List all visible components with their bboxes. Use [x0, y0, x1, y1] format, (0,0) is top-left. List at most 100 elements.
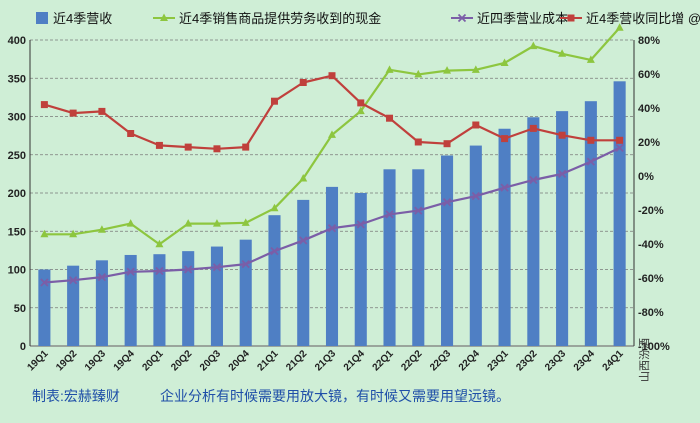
legend-marker-square — [567, 14, 575, 22]
yoy-growth-point — [357, 99, 365, 107]
y-right-tick-label: -100% — [638, 341, 670, 353]
revenue-bar — [325, 186, 339, 346]
yoy-growth-point — [587, 136, 595, 144]
revenue-bar — [297, 199, 310, 346]
operating-cost-point — [586, 157, 595, 166]
footer: 制表:宏赫臻财 企业分析有时候需要用放大镜，有时候又需要用望远镜。 山西汾酒 — [32, 338, 651, 404]
legend-label: 近4季营收 — [53, 11, 112, 26]
cash-received-point — [385, 65, 394, 73]
yoy-growth-point — [155, 141, 163, 149]
y-left-tick-label: 350 — [8, 73, 26, 85]
operating-cost-point — [442, 198, 452, 207]
x-tick-label: 21Q3 — [313, 348, 338, 373]
yoy-growth-point — [472, 121, 480, 129]
legend-label: 近4季营收同比增 @ 右轴 — [586, 11, 700, 26]
cash-received-point — [500, 58, 509, 66]
y-right-tick-label: 60% — [638, 69, 660, 81]
revenue-bar — [268, 215, 281, 346]
operating-cost-point — [126, 267, 135, 276]
line-series — [40, 23, 624, 287]
x-tick-label: 23Q4 — [572, 348, 597, 373]
x-tick-label: 21Q4 — [342, 348, 367, 373]
y-axis-left: 0 50 100 150 200 250 300 350 400 — [8, 35, 26, 353]
operating-cost-point — [241, 260, 250, 269]
cash-received-point — [558, 49, 567, 57]
operating-cost-point — [414, 206, 423, 215]
operating-cost-point — [212, 263, 222, 272]
revenue-bar — [412, 169, 425, 346]
legend-marker-triangle — [160, 13, 168, 21]
yoy-growth-point — [69, 109, 77, 117]
motto-text: 企业分析有时候需要用放大镜，有时候又需要用望远镜。 — [160, 388, 510, 404]
cash-received-point — [356, 106, 365, 115]
cash-received-point — [414, 69, 423, 78]
x-tick-label: 22Q4 — [457, 348, 482, 373]
y-right-tick-label: 80% — [638, 35, 660, 47]
cash-received-point — [126, 219, 135, 227]
y-left-tick-label: 400 — [8, 35, 26, 47]
x-tick-label: 19Q2 — [54, 348, 79, 373]
x-tick-label: 22Q2 — [399, 348, 424, 373]
operating-cost-point — [471, 191, 480, 201]
legend-marker-x — [457, 13, 467, 23]
revenue-bar — [124, 254, 137, 346]
operating-cost-point — [615, 143, 624, 153]
yoy-growth-point — [414, 138, 422, 146]
operating-cost-point — [529, 175, 538, 185]
legend-label: 近四季营业成本 — [477, 11, 568, 26]
yoy-growth-point — [270, 97, 278, 105]
revenue-bar — [469, 145, 482, 346]
yoy-growth-point — [386, 114, 394, 122]
cash-received-point — [586, 55, 595, 63]
revenue-bar — [383, 169, 396, 346]
x-tick-label: 23Q1 — [486, 348, 511, 373]
operating-cost-point — [385, 210, 394, 219]
cash-received-point — [155, 239, 164, 248]
y-left-tick-label: 200 — [8, 188, 26, 200]
revenue-bar — [38, 269, 51, 346]
revenue-bar — [498, 128, 511, 346]
cash-received-point — [212, 219, 221, 227]
yoy-growth-point — [98, 107, 106, 115]
yoy-growth-point — [558, 131, 566, 139]
y-left-tick-label: 300 — [8, 112, 26, 124]
y-left-tick-label: 50 — [14, 303, 26, 315]
yoy-growth-point — [40, 101, 48, 109]
cash-received-point — [471, 65, 480, 73]
operating-cost-point — [69, 276, 78, 285]
yoy-growth-point — [443, 140, 451, 148]
x-tick-label: 20Q3 — [198, 348, 223, 373]
source-label: 制表:宏赫臻财 — [32, 388, 120, 404]
yoy-growth-point — [213, 145, 221, 153]
cash-received-point — [299, 173, 308, 182]
y-right-tick-label: -80% — [638, 307, 664, 319]
x-tick-label: 21Q2 — [284, 348, 309, 373]
y-axis-right: -100% -80% -60% -40% -20% 0% 20% 40% 60% 80% — [638, 35, 670, 353]
yoy-growth-point — [184, 143, 192, 151]
cash-received-point — [328, 130, 336, 138]
legend: 近4季营收 近4季销售商品提供劳务收到的现金 近四季营业成本 近4季营收同比增 @ 右… — [36, 11, 700, 26]
revenue-bar — [153, 254, 166, 346]
revenue-bar — [527, 117, 540, 346]
x-tick-label: 19Q1 — [25, 348, 50, 373]
cash-received-point — [241, 218, 250, 226]
y-right-tick-label: 0% — [638, 171, 654, 183]
x-tick-label: 20Q2 — [169, 348, 194, 373]
x-tick-label: 23Q2 — [514, 348, 539, 373]
cash-received-point — [270, 203, 279, 212]
yoy-growth-point — [242, 143, 250, 151]
revenue-bar — [354, 193, 367, 346]
x-axis: 19Q1 19Q2 19Q3 19Q4 20Q1 20Q2 20Q3 20Q4 21Q1 21Q2… — [25, 348, 626, 373]
x-tick-label: 21Q1 — [256, 348, 281, 373]
yoy-growth-point — [616, 136, 624, 144]
yoy-growth-point — [529, 124, 537, 132]
y-left-tick-label: 250 — [8, 150, 26, 162]
cash-received-point — [529, 41, 538, 50]
revenue-bar — [95, 260, 108, 346]
revenue-bar — [441, 155, 454, 346]
x-tick-label: 22Q1 — [371, 348, 396, 373]
revenue-bar — [67, 265, 80, 346]
legend-label: 近4季销售商品提供劳务收到的现金 — [179, 11, 381, 26]
